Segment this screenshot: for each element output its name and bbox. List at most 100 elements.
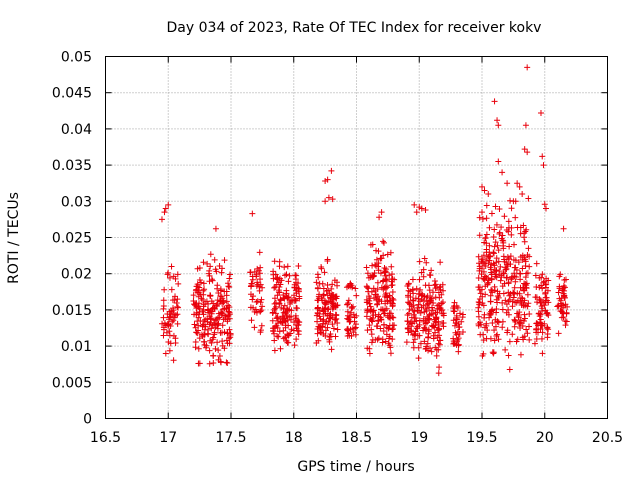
data-point [406, 306, 413, 313]
data-point [249, 276, 256, 283]
data-point [426, 297, 433, 304]
data-point [209, 308, 216, 315]
data-point [507, 197, 514, 204]
data-point [221, 329, 228, 336]
data-point [213, 268, 220, 275]
data-point [283, 305, 290, 312]
data-point [491, 98, 498, 105]
data-point [314, 309, 321, 316]
data-point [353, 292, 360, 299]
data-point [543, 205, 550, 212]
data-points [158, 64, 571, 377]
data-point [476, 267, 483, 274]
data-point [485, 191, 492, 198]
y-tick-label: 0.025 [52, 231, 92, 247]
data-point [437, 259, 444, 266]
data-point [256, 287, 263, 294]
data-point [425, 282, 432, 289]
data-point [495, 336, 502, 343]
data-point [506, 366, 513, 373]
data-point [533, 260, 540, 267]
data-point [207, 316, 214, 323]
data-point [385, 325, 392, 332]
data-point [432, 309, 439, 316]
data-point [208, 325, 215, 332]
data-point [497, 263, 504, 270]
data-point [159, 320, 166, 327]
data-point [271, 305, 278, 312]
data-point [291, 342, 298, 349]
data-point [476, 295, 483, 302]
data-point [542, 294, 549, 301]
data-point [257, 276, 264, 283]
data-point [219, 342, 226, 349]
data-point [405, 299, 412, 306]
data-point [432, 318, 439, 325]
data-point [495, 319, 502, 326]
data-point [419, 291, 426, 298]
data-point [492, 203, 499, 210]
data-point [406, 300, 413, 307]
data-point [437, 283, 444, 290]
x-tick-label: 17 [159, 430, 177, 446]
y-tick-label: 0.045 [52, 86, 92, 102]
data-point [404, 318, 411, 325]
data-point [365, 274, 372, 281]
data-point [538, 274, 545, 281]
data-point [160, 302, 167, 309]
data-point [211, 331, 218, 338]
data-point [488, 261, 495, 268]
data-point [453, 314, 460, 321]
data-point [403, 339, 410, 346]
data-point [521, 280, 528, 287]
data-point [281, 264, 288, 271]
data-point [285, 332, 292, 339]
data-point [428, 267, 435, 274]
data-point [500, 270, 507, 277]
data-point [269, 310, 276, 317]
data-point [562, 322, 569, 329]
data-point [487, 252, 494, 259]
data-point [499, 306, 506, 313]
data-point [284, 294, 291, 301]
data-point [453, 341, 460, 348]
data-point [283, 271, 290, 278]
data-point [486, 224, 493, 231]
data-point [503, 274, 510, 281]
data-point [422, 326, 429, 333]
data-point [363, 283, 370, 290]
data-point [375, 263, 382, 270]
data-point [524, 251, 531, 258]
data-point [204, 306, 211, 313]
data-point [524, 64, 531, 71]
data-point [217, 359, 224, 366]
data-point [364, 307, 371, 314]
data-point [383, 324, 390, 331]
data-point [285, 278, 292, 285]
data-point [522, 274, 529, 281]
data-point [428, 322, 435, 329]
data-point [496, 268, 503, 275]
data-point [477, 290, 484, 297]
data-point [247, 291, 254, 298]
data-point [345, 297, 352, 304]
data-point [383, 276, 390, 283]
data-point [382, 285, 389, 292]
data-point [410, 290, 417, 297]
data-point [517, 298, 524, 305]
data-point [212, 225, 219, 232]
data-point [192, 339, 199, 346]
data-point [413, 285, 420, 292]
data-point [225, 283, 232, 290]
data-point [489, 319, 496, 326]
data-point [316, 324, 323, 331]
data-point [488, 307, 495, 314]
data-point [478, 258, 485, 265]
data-point [511, 264, 518, 271]
data-point [386, 272, 393, 279]
data-point [374, 323, 381, 330]
data-point [495, 122, 502, 129]
data-point [417, 298, 424, 305]
data-point [430, 300, 437, 307]
data-point [322, 178, 329, 185]
